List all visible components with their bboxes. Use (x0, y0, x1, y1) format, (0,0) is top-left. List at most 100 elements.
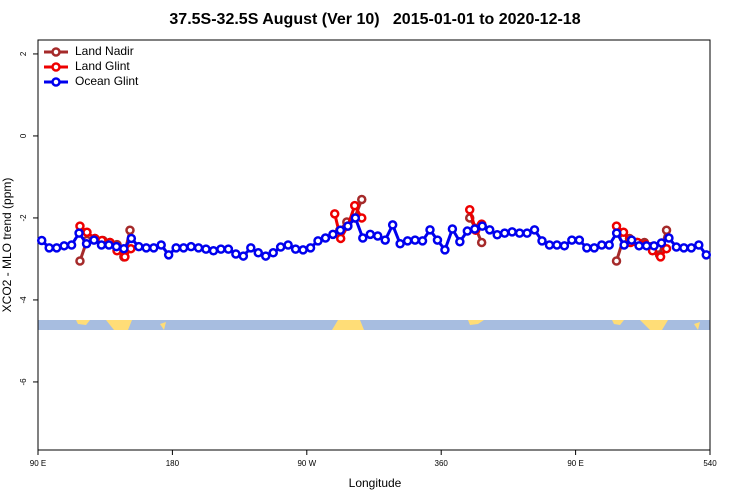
point (275, 242, 286, 252)
point (619, 240, 629, 250)
point (582, 243, 592, 253)
point (529, 225, 540, 235)
point (89, 235, 99, 245)
legend-marker (51, 47, 61, 57)
plot-frame (37, 39, 711, 451)
y-tick-label: 0 (19, 133, 28, 138)
point (470, 224, 480, 234)
point (455, 236, 465, 247)
point (238, 251, 249, 261)
point (186, 241, 196, 252)
point (522, 228, 532, 238)
point (357, 194, 367, 205)
point (141, 243, 152, 253)
point (661, 243, 672, 254)
legend-marker (51, 62, 61, 72)
point (305, 243, 316, 253)
point (156, 240, 166, 250)
land (640, 320, 668, 330)
point (661, 225, 672, 235)
point (134, 241, 144, 252)
point (358, 233, 368, 243)
point (313, 236, 323, 246)
land (612, 320, 624, 325)
y-tick-label: -6 (19, 378, 28, 386)
point (96, 240, 107, 250)
point (104, 240, 114, 250)
point (320, 233, 331, 243)
point (671, 242, 682, 252)
point (163, 250, 174, 260)
land (468, 320, 484, 325)
point (231, 249, 241, 259)
point (477, 221, 488, 231)
ocean-strip (38, 320, 710, 330)
point (81, 239, 92, 249)
point (253, 248, 264, 258)
point (74, 228, 84, 238)
point (119, 243, 129, 254)
point (611, 228, 622, 238)
land (76, 320, 90, 325)
x-tick-label: 540 (703, 459, 717, 468)
land (106, 320, 132, 330)
point (686, 243, 697, 253)
point (349, 200, 360, 211)
point (75, 256, 85, 266)
map-strip (38, 320, 710, 330)
point (380, 235, 390, 245)
point (51, 243, 62, 253)
point (125, 225, 135, 235)
point (626, 235, 637, 245)
x-tick-label: 90 E (567, 459, 583, 468)
point (440, 245, 450, 255)
point (567, 235, 577, 245)
point (432, 235, 443, 245)
point (111, 241, 122, 252)
point (328, 229, 338, 240)
point (476, 237, 487, 248)
point (544, 240, 555, 250)
point (589, 243, 600, 253)
point (694, 240, 704, 250)
point (298, 245, 308, 255)
chart-title: 37.5S-32.5S August (Ver 10) 2015-01-01 t… (169, 11, 580, 28)
point (499, 228, 510, 238)
point (402, 236, 413, 246)
point (82, 227, 92, 238)
point (365, 229, 376, 240)
point (178, 243, 189, 253)
y-tick-label: -2 (19, 214, 28, 222)
point (611, 256, 622, 266)
point (462, 226, 473, 236)
point (656, 238, 667, 248)
point (208, 245, 219, 256)
legend-label: Land Nadir (75, 44, 134, 58)
point (464, 204, 475, 215)
point (171, 243, 181, 253)
point (492, 230, 502, 240)
point (596, 240, 607, 250)
point (372, 231, 383, 241)
point (329, 209, 340, 219)
point (283, 240, 293, 250)
point (343, 221, 353, 231)
legend-marker (51, 77, 61, 87)
point (507, 227, 517, 237)
x-tick-label: 90 W (297, 459, 316, 468)
point (120, 252, 130, 262)
point (260, 251, 271, 261)
point (679, 243, 689, 253)
x-tick-label: 180 (166, 459, 180, 468)
land (694, 322, 700, 330)
point (387, 220, 398, 230)
point (655, 252, 666, 262)
point (36, 235, 47, 246)
point (552, 240, 562, 250)
point (701, 250, 712, 260)
land (332, 320, 364, 330)
point (201, 244, 211, 254)
point (574, 235, 585, 245)
point (641, 241, 652, 251)
point (664, 233, 674, 243)
